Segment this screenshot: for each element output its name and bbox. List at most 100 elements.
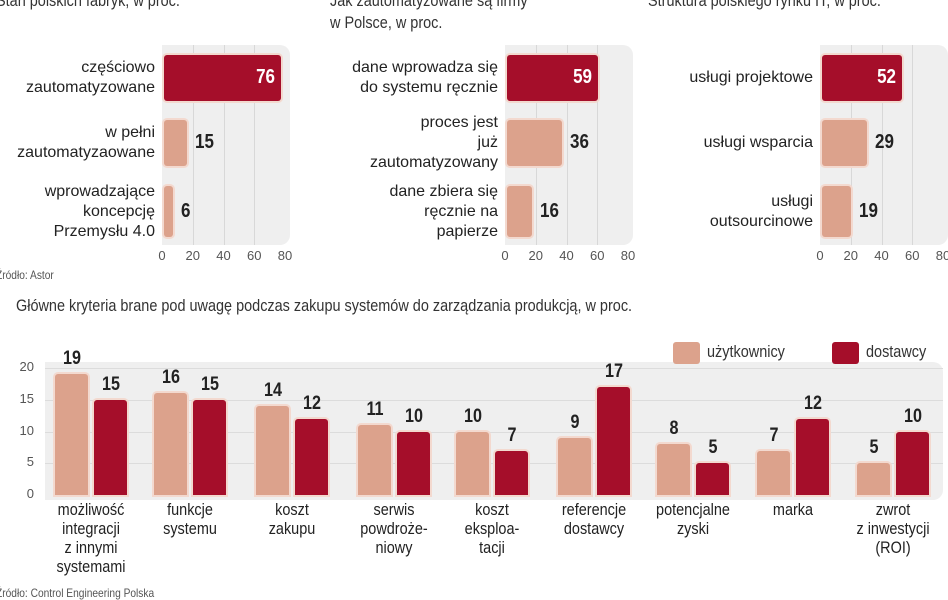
x-tick-label: 80 [277, 248, 293, 263]
category-label: koszt eksploa- tacji [464, 500, 520, 557]
category-label: zwrot z inwestycji (ROI) [856, 500, 930, 557]
data-label: 6 [181, 199, 191, 222]
data-label: 36 [570, 131, 590, 153]
category-label: marka [772, 500, 814, 519]
bar [657, 444, 690, 495]
y-tick-label: 10 [19, 422, 34, 438]
gridline [912, 45, 914, 245]
category-label: referencje dostawcy [561, 500, 627, 538]
data-label: 76 [255, 66, 275, 88]
bar [822, 186, 852, 237]
chart-title: Struktura polskiego rynku IT, w proc. [648, 0, 881, 10]
legend-label: użytkownicy [707, 342, 785, 361]
category-label: dane wprowadza się do systemu ręcznie [352, 59, 498, 96]
data-label: 12 [303, 392, 321, 414]
data-label: 14 [264, 380, 282, 402]
bar [597, 387, 630, 495]
category-label: częściowo zautomatyzowane [26, 59, 155, 96]
bar [696, 463, 729, 495]
bar [94, 399, 127, 495]
data-label: 9 [570, 411, 580, 433]
bar [822, 55, 902, 101]
category-label: w pełni zautomatyzaowane [17, 124, 155, 161]
gridline [881, 45, 883, 245]
bar [358, 425, 391, 495]
x-tick-label: 20 [843, 248, 858, 263]
category-label: koszt zakupu [268, 500, 316, 538]
x-tick-label: 40 [559, 248, 574, 263]
data-label: 7 [507, 424, 517, 446]
gridline [45, 463, 943, 465]
data-label: 59 [572, 66, 592, 88]
category-label: proces jest już zautomatyzowany [369, 114, 498, 171]
x-tick-label: 60 [247, 248, 262, 263]
data-label: 5 [708, 437, 718, 459]
data-label: 5 [869, 437, 879, 459]
data-label: 10 [405, 405, 423, 427]
data-label: 19 [859, 199, 879, 222]
bar [164, 120, 188, 166]
chart-title: Główne kryteria brane pod uwagę podczas … [16, 296, 633, 315]
category-label: usługi projektowe [689, 69, 813, 86]
data-label: 7 [769, 424, 779, 446]
data-label: 19 [63, 348, 81, 370]
gridline [45, 431, 943, 433]
y-tick-label: 15 [19, 390, 34, 406]
category-label: potencjalne zyski [656, 500, 730, 538]
x-tick-label: 40 [874, 248, 889, 263]
category-label: usługi wsparcia [703, 134, 813, 151]
x-tick-label: 0 [501, 248, 509, 263]
bar [256, 406, 289, 495]
bar [55, 374, 88, 495]
bar [857, 463, 890, 495]
category-label: serwis powdroże- niowy [360, 500, 428, 557]
bar [822, 120, 867, 166]
data-label: 16 [539, 199, 559, 222]
category-label: możliwość integracji z innymi systemami [56, 500, 126, 576]
x-tick-label: 60 [590, 248, 605, 263]
gridline [45, 368, 943, 369]
bar [164, 186, 174, 237]
bar [507, 120, 563, 166]
data-label: 8 [669, 418, 679, 440]
gridline [45, 399, 943, 401]
bar [558, 437, 591, 495]
x-tick-label: 0 [816, 248, 824, 263]
bar [397, 431, 430, 495]
x-tick-label: 80 [620, 248, 636, 263]
data-label: 15 [102, 373, 120, 395]
legend-label: dostawcy [866, 342, 927, 361]
data-label: 15 [201, 373, 219, 395]
data-label: 10 [904, 405, 922, 427]
x-tick-label: 40 [216, 248, 231, 263]
data-label: 10 [464, 405, 482, 427]
x-tick-label: 0 [158, 248, 166, 263]
x-tick-label: 20 [185, 248, 200, 263]
category-label: dane zbiera się ręcznie na papierze [389, 182, 498, 240]
data-label: 17 [605, 361, 623, 383]
y-tick-label: 20 [19, 359, 34, 374]
bar [507, 186, 532, 237]
data-label: 16 [162, 367, 180, 389]
y-tick-label: 5 [26, 454, 34, 470]
bar [295, 418, 328, 495]
x-tick-label: 80 [935, 248, 948, 263]
bar [757, 450, 790, 495]
bar [164, 55, 281, 101]
bar [154, 393, 187, 495]
x-tick-label: 60 [905, 248, 920, 263]
data-label: 29 [874, 131, 894, 153]
category-label: funkcje systemu [163, 500, 217, 538]
y-tick-label: 0 [26, 486, 34, 501]
bar [507, 55, 598, 101]
gridline [597, 45, 599, 245]
category-label: wprowadzające koncepcję Przemysłu 4.0 [44, 182, 155, 240]
gridline [223, 45, 225, 245]
gridline [192, 45, 194, 245]
data-label: 12 [804, 392, 822, 414]
chart-title: Stan polskich fabryk, w proc. [0, 0, 180, 10]
source-note: Źródło: Control Engineering Polska [0, 586, 155, 600]
bar [896, 431, 929, 495]
bar [193, 399, 226, 495]
legend-swatch [673, 342, 700, 364]
